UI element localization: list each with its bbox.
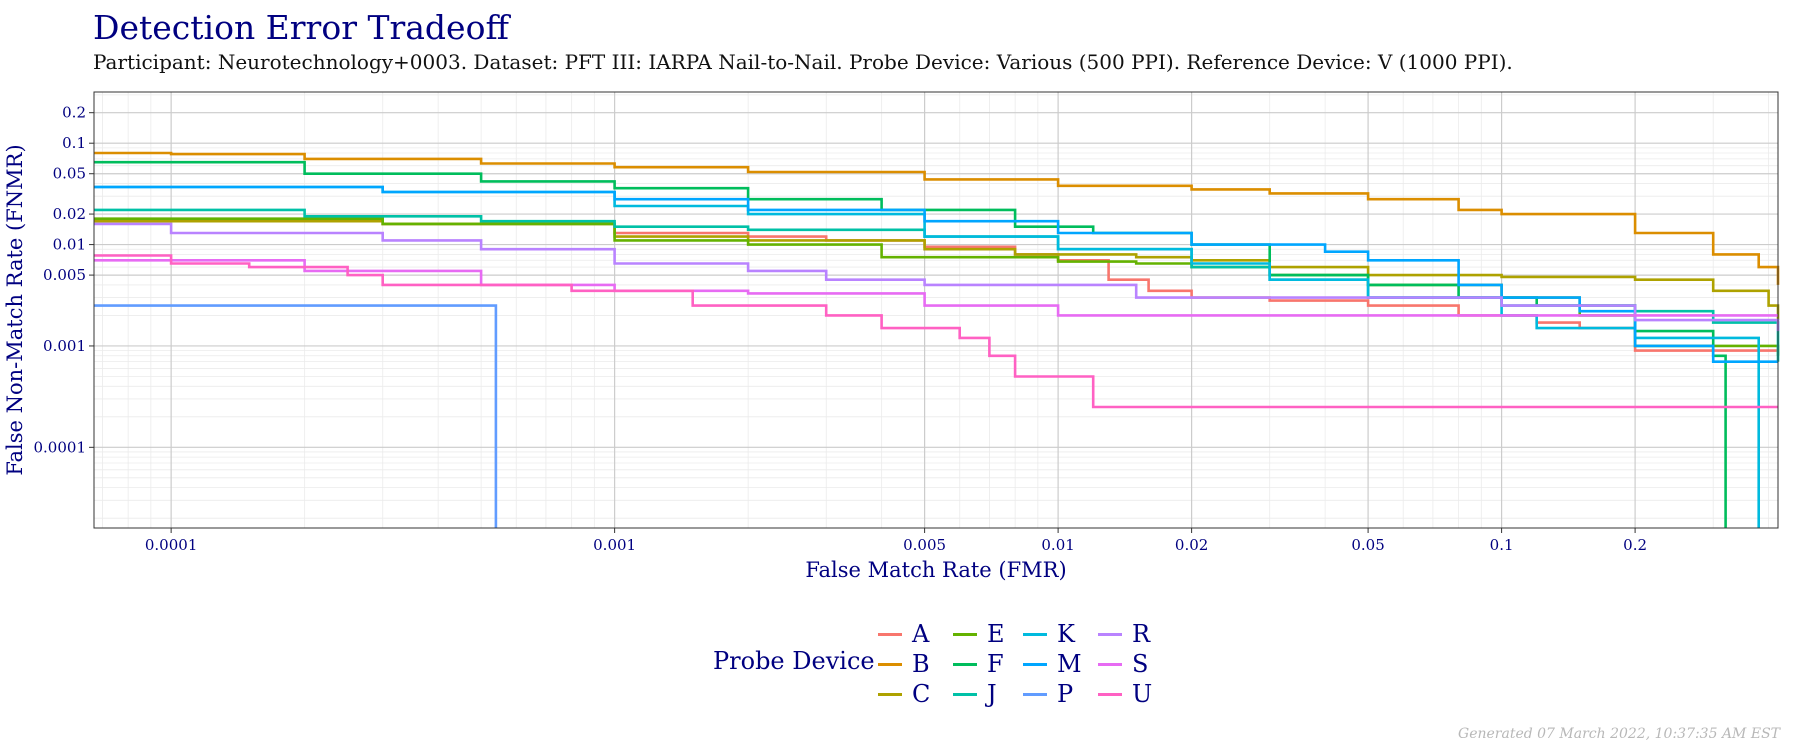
legend-label: M [1057, 650, 1082, 678]
legend-label: U [1132, 680, 1153, 708]
legend-swatch [953, 662, 977, 666]
generated-timestamp: Generated 07 March 2022, 10:37:35 AM EST [1458, 726, 1780, 742]
legend-swatch [878, 692, 902, 696]
legend-item-B: B [878, 650, 930, 678]
series-layer [94, 151, 1780, 528]
legend-title: Probe Device [713, 647, 875, 675]
legend-label: F [987, 650, 1004, 678]
legend-item-R: R [1098, 620, 1150, 648]
legend-item-P: P [1023, 680, 1073, 708]
tick-layer: 0.0001 0.001 0.005 0.01 0.02 0.05 0.1 0.2 0.0001… [34, 104, 1648, 554]
x-axis-label: False Match Rate (FMR) [805, 558, 1066, 582]
legend-item-A: A [878, 620, 929, 648]
grid-layer [94, 92, 1778, 528]
det-chart: 0.0001 0.001 0.005 0.01 0.02 0.05 0.1 0.2 0.0001… [3, 91, 1780, 582]
y-axis-label: False Non-Match Rate (FNMR) [3, 144, 27, 475]
legend-label: J [987, 680, 997, 708]
legend-item-U: U [1098, 680, 1152, 708]
y-tick-label: 0.0001 [34, 438, 87, 456]
y-tick-label: 0.02 [53, 205, 86, 223]
legend-label: C [912, 680, 931, 708]
legend-swatch [1098, 692, 1122, 696]
legend-label: P [1057, 680, 1074, 708]
legend-swatch [1023, 662, 1047, 666]
y-tick-label: 0.005 [43, 266, 86, 284]
series-line-S [94, 259, 1778, 317]
legend-swatch [953, 632, 977, 636]
legend-label: S [1132, 650, 1149, 678]
y-tick-label: 0.05 [53, 165, 86, 183]
series-line-B [94, 151, 1780, 285]
legend-item-J: J [953, 680, 997, 708]
series-line-R [94, 222, 1780, 332]
y-tick-label: 0.01 [53, 236, 86, 254]
legend-item-M: M [1023, 650, 1082, 678]
legend-swatch [878, 632, 902, 636]
legend-label: E [987, 620, 1005, 648]
plot-frame [93, 91, 1779, 529]
legend-swatch [878, 662, 902, 666]
legend-swatch [953, 692, 977, 696]
y-tick-label: 0.1 [62, 134, 86, 152]
series-line-K [94, 185, 1760, 528]
legend-label: R [1132, 620, 1151, 648]
series-line-P [94, 304, 498, 528]
legend-item-S: S [1098, 650, 1148, 678]
legend-item-K: K [1023, 620, 1075, 648]
legend-swatch [1098, 632, 1122, 636]
legend-swatch [1023, 632, 1047, 636]
legend-swatch [1023, 692, 1047, 696]
y-tick-label: 0.2 [62, 104, 86, 122]
x-tick-label: 0.1 [1490, 536, 1514, 554]
series-line-M [94, 185, 1778, 363]
y-tick-label: 0.001 [43, 337, 86, 355]
x-tick-label: 0.01 [1041, 536, 1074, 554]
x-tick-label: 0.02 [1175, 536, 1208, 554]
legend-swatch [1098, 662, 1122, 666]
legend-item-C: C [878, 680, 930, 708]
x-tick-label: 0.0001 [145, 536, 198, 554]
legend-label: A [912, 620, 930, 648]
x-tick-label: 0.05 [1351, 536, 1384, 554]
series-line-U [94, 254, 1778, 409]
chart-subtitle: Participant: Neurotechnology+0003. Datas… [93, 50, 1513, 74]
legend-item-F: F [953, 650, 1004, 678]
legend-label: B [912, 650, 930, 678]
series-line-E [94, 217, 1780, 356]
x-tick-label: 0.2 [1623, 536, 1647, 554]
x-tick-label: 0.005 [903, 536, 946, 554]
legend-item-E: E [953, 620, 1005, 648]
legend-label: K [1057, 620, 1075, 648]
chart-title: Detection Error Tradeoff [93, 8, 509, 47]
x-tick-label: 0.001 [593, 536, 636, 554]
